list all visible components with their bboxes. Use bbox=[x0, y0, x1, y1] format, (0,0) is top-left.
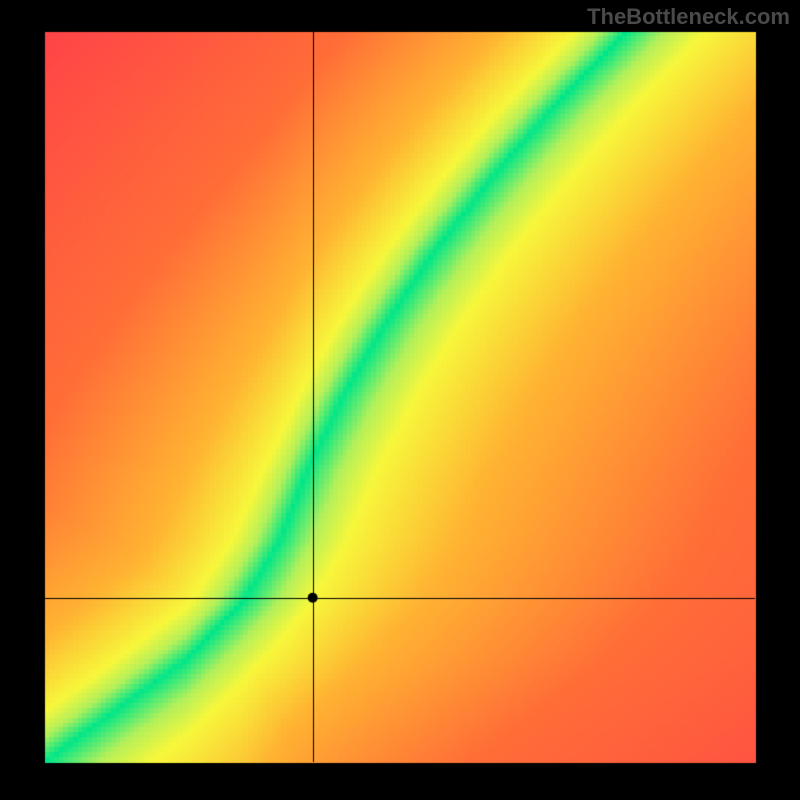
watermark-text: TheBottleneck.com bbox=[587, 4, 790, 30]
chart-container: TheBottleneck.com bbox=[0, 0, 800, 800]
heatmap-canvas bbox=[0, 0, 800, 800]
